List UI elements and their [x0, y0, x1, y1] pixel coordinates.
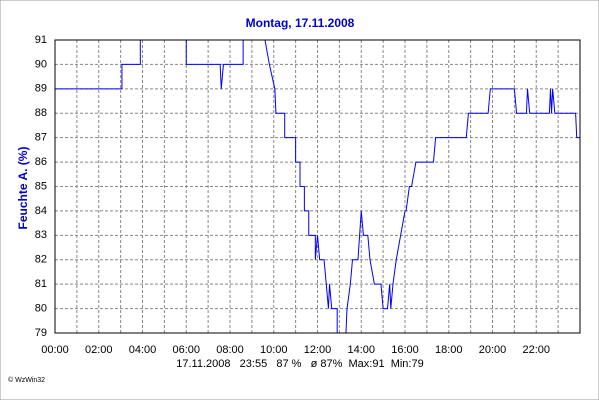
x-tick-label: 14:00: [347, 344, 375, 356]
y-axis-label: Feuchte A. (%): [16, 147, 30, 230]
x-tick-label: 22:00: [522, 344, 550, 356]
y-tick-label: 80: [35, 302, 47, 314]
y-tick-label: 86: [35, 156, 47, 168]
y-tick-label: 90: [35, 58, 47, 70]
y-tick-label: 82: [35, 254, 47, 266]
x-tick-label: 00:00: [41, 344, 69, 356]
x-tick-label: 04:00: [129, 344, 157, 356]
y-tick-label: 91: [35, 34, 47, 46]
x-tick-label: 08:00: [216, 344, 244, 356]
copyright: © WzWin32: [8, 376, 45, 384]
x-tick-label: 20:00: [479, 344, 507, 356]
y-tick-label: 88: [35, 107, 47, 119]
x-tick-label: 18:00: [435, 344, 463, 356]
y-tick-label: 83: [35, 229, 47, 241]
data-line: [55, 39, 580, 334]
x-tick-label: 16:00: [391, 344, 419, 356]
y-tick-label: 81: [35, 278, 47, 290]
y-tick-label: 87: [35, 132, 47, 144]
x-tick-label: 12:00: [304, 344, 332, 356]
y-tick-label: 85: [35, 180, 47, 192]
y-tick-label: 89: [35, 83, 47, 95]
x-tick-label: 06:00: [172, 344, 200, 356]
y-tick-label: 79: [35, 327, 47, 339]
y-tick-label: 84: [35, 205, 47, 217]
footer: 17.11.2008 23:55 87 % ø 87% Max:91 Min:7…: [176, 358, 423, 370]
x-tick-label: 10:00: [260, 344, 288, 356]
x-tick-label: 02:00: [85, 344, 113, 356]
chart-title: Montag, 17.11.2008: [246, 16, 355, 30]
plot-border: [54, 39, 581, 334]
